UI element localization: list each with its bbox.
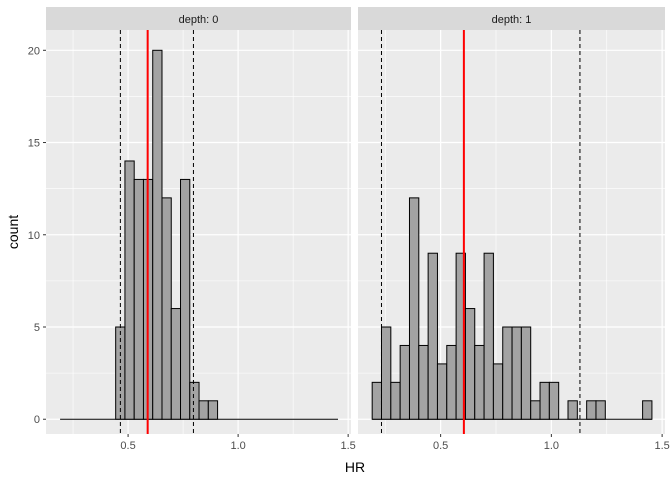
histogram-bar xyxy=(567,400,578,420)
facet-strip xyxy=(46,7,351,30)
histogram-bar xyxy=(511,326,522,420)
x-tick-label: 0.5 xyxy=(433,440,448,452)
panel-1: depth: 1 0.5 1.0 1.5 xyxy=(358,7,670,452)
histogram-bar xyxy=(595,400,606,420)
histogram-bar xyxy=(483,252,494,420)
histogram-bar xyxy=(399,344,410,420)
histogram-bar xyxy=(371,381,383,420)
histogram-bar xyxy=(427,252,438,420)
histogram-bar xyxy=(539,381,550,420)
histogram-bar xyxy=(180,178,191,420)
histogram-bar xyxy=(198,400,209,420)
y-tick-label: 0 xyxy=(34,414,40,426)
x-tick-label: 1.5 xyxy=(340,440,355,452)
histogram-bar xyxy=(170,308,182,420)
histogram-bar xyxy=(642,400,653,420)
histogram-bar xyxy=(381,326,392,420)
histogram-bar xyxy=(408,197,420,420)
histogram-bar xyxy=(474,344,485,420)
histogram-bar xyxy=(502,326,513,420)
panel-background xyxy=(46,30,351,434)
y-tick-label: 5 xyxy=(34,322,40,334)
y-tick-label: 10 xyxy=(28,230,40,242)
histogram-bar xyxy=(464,308,476,420)
histogram-bar xyxy=(446,344,457,420)
y-tick-label: 15 xyxy=(28,138,40,150)
x-tick-label: 1.5 xyxy=(654,440,669,452)
histogram-bar xyxy=(586,400,597,420)
y-axis-label: count xyxy=(5,215,21,249)
histogram-bar xyxy=(390,381,401,420)
x-axis-label: HR xyxy=(345,459,365,475)
facet-strip-label: depth: 0 xyxy=(179,14,219,26)
y-tick-label: 20 xyxy=(28,45,40,57)
histogram-bar xyxy=(520,326,532,420)
histogram-bar xyxy=(436,363,448,420)
histogram-bar xyxy=(152,49,163,420)
histogram-bar xyxy=(133,178,144,420)
x-tick-label: 1.0 xyxy=(544,440,559,452)
histogram-bar xyxy=(207,400,219,420)
histogram-bar xyxy=(530,400,541,420)
histogram-bar xyxy=(124,160,135,420)
histogram-bar xyxy=(189,381,200,420)
histogram-bar xyxy=(161,197,172,420)
x-tick-label: 1.0 xyxy=(230,440,245,452)
histogram-bar xyxy=(548,381,560,420)
facet-strip-label: depth: 1 xyxy=(492,14,532,26)
histogram-bar xyxy=(418,344,429,420)
facet-strip xyxy=(358,7,665,30)
panel-0: depth: 0 0.5 1.0 1.5 0 5 10 15 20 xyxy=(28,7,356,452)
x-tick-label: 0.5 xyxy=(120,440,135,452)
histogram-bar xyxy=(492,363,504,420)
